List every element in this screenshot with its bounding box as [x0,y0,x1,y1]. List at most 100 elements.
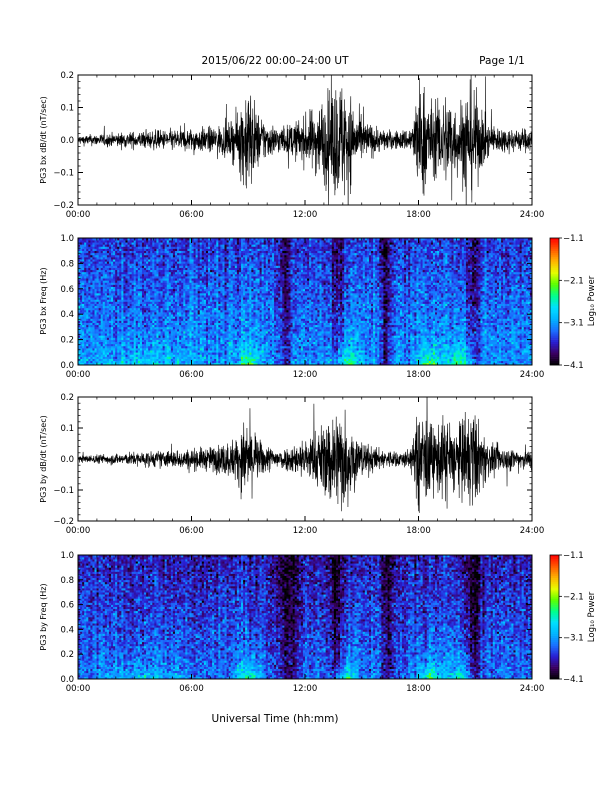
spectrogram-cell [95,280,97,282]
spectrogram-cell [80,348,82,350]
spectrogram-cell [111,354,113,356]
spectrogram-cell [95,246,97,248]
spectrogram-cell [119,331,121,333]
spectrogram-cell [119,335,121,337]
spectrogram-cell [117,348,119,350]
spectrogram-cell [117,335,119,337]
spectrogram-cell [103,302,105,304]
spectrogram-cell [95,255,97,257]
spectrogram-cell [97,293,99,295]
spectrogram-cell [97,295,99,297]
spectrogram-cell [84,327,86,329]
spectrogram-cell [105,249,107,251]
spectrogram-cell [86,352,88,354]
spectrogram-cell [95,261,97,263]
spectrogram-cell [101,352,103,354]
spectrogram-cell [103,293,105,295]
spectrogram-cell [95,287,97,289]
spectrogram-cell [115,335,117,337]
spectrogram-cell [82,270,84,272]
y-tick-label: 0.0 [60,136,74,146]
spectrogram-cell [92,352,94,354]
spectrogram-cell [99,344,101,346]
spectrogram-cell [92,323,94,325]
spectrogram-cell [111,318,113,320]
spectrogram-cell [88,340,90,342]
spectrogram-cell [88,274,90,276]
spectrogram-cell [92,337,94,339]
spectrogram-cell [101,346,103,348]
spectrogram-cell [105,276,107,278]
spectrogram-cell [82,325,84,327]
spectrogram-cell [90,263,92,265]
spectrogram-cell [99,340,101,342]
spectrogram-cell [113,249,115,251]
spectrogram-cell [103,348,105,350]
spectrogram-cell [95,306,97,308]
spectrogram-cell [88,240,90,242]
spectrogram-cell [119,346,121,348]
spectrogram-cell [84,263,86,265]
spectrogram-cell [117,302,119,304]
spectrogram-cell [103,249,105,251]
spectrogram-cell [113,318,115,320]
spectrogram-cell [80,318,82,320]
spectrogram-cell [105,312,107,314]
spectrogram-cell [105,295,107,297]
spectrogram-cell [80,342,82,344]
spectrogram-cell [90,255,92,257]
spectrogram-cell [97,306,99,308]
spectrogram-cell [113,352,115,354]
spectrogram-cell [107,357,109,359]
spectrogram-cell [90,348,92,350]
spectrogram-cell [82,244,84,246]
spectrogram-cell [88,244,90,246]
spectrogram-cell [97,261,99,263]
spectrogram-cell [95,299,97,301]
spectrogram-cell [113,316,115,318]
spectrogram-cell [107,278,109,280]
spectrogram-cell [97,316,99,318]
spectrogram-cell [121,293,123,295]
spectrogram-cell [111,337,113,339]
spectrogram-cell [97,325,99,327]
spectrogram-cell [80,306,82,308]
spectrogram-cell [97,280,99,282]
spectrogram-cell [109,285,111,287]
spectrogram-cell [99,289,101,291]
spectrogram-cell [95,352,97,354]
spectrogram-cell [95,304,97,306]
spectrogram-cell [109,291,111,293]
spectrogram-cell [86,253,88,255]
spectrogram-cell [84,261,86,263]
spectrogram-cell [84,323,86,325]
spectrogram-cell [82,333,84,335]
spectrogram-cell [119,342,121,344]
spectrogram-cell [115,295,117,297]
spectrogram-cell [97,335,99,337]
spectrogram-cell [121,274,123,276]
spectrogram-cell [121,312,123,314]
spectrogram-cell [99,331,101,333]
spectrogram-cell [88,266,90,268]
spectrogram-cell [105,340,107,342]
spectrogram-cell [97,308,99,310]
spectrogram-cell [84,337,86,339]
spectrogram-cell [119,299,121,301]
spectrogram-cell [115,291,117,293]
spectrogram-cell [103,242,105,244]
spectrogram-cell [88,297,90,299]
spectrogram-cell [103,266,105,268]
spectrogram-cell [92,357,94,359]
spectrogram-cell [121,308,123,310]
spectrogram-cell [90,350,92,352]
spectrogram-cell [103,297,105,299]
spectrogram-cell [97,257,99,259]
spectrogram-cell [121,329,123,331]
spectrogram-cell [92,274,94,276]
spectrogram-cell [101,274,103,276]
spectrogram-cell [80,350,82,352]
spectrogram-cell [109,337,111,339]
spectrogram-cell [90,329,92,331]
spectrogram-cell [109,295,111,297]
